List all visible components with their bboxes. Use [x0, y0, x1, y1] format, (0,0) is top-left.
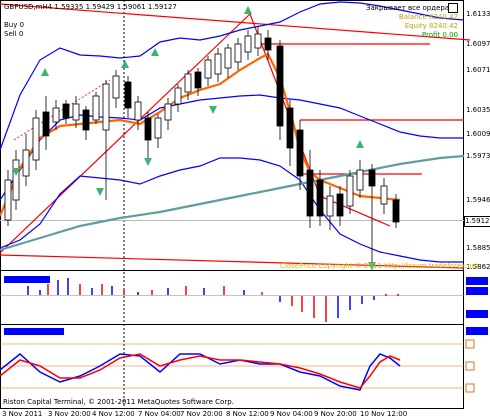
price-label: 1.60970 [466, 40, 490, 48]
time-label: 10 Nov 12:00 [360, 410, 408, 418]
terminal-footer: Riston Capital Terminal, © 2001-2011 Met… [3, 398, 234, 406]
time-label: 9 Nov 20:00 [314, 410, 357, 418]
time-label: 4 Nov 12:00 [92, 410, 135, 418]
symbol-info: GBPUSD,mH4 1.59335 1.59429 1.59061 1.591… [4, 3, 177, 11]
time-label: 3 Nov 20:00 [48, 410, 91, 418]
price-label: 1.58855 [466, 244, 490, 252]
bollinger-upper [0, 1, 465, 151]
close-all-orders-label: Закрывает все ордера [366, 4, 450, 12]
slow-moving-average [0, 154, 465, 252]
price-label: 1.60715 [466, 66, 490, 74]
profit-value: Profit 0.00 [421, 31, 458, 39]
trendline-top [0, 3, 471, 41]
current-price-tag: 1.59127 [464, 216, 490, 227]
trendline-dotted [13, 79, 111, 141]
close-all-orders-button[interactable] [448, 3, 458, 13]
time-label: 7 Nov 20:00 [180, 410, 223, 418]
equity-value: Equity 8240.42 [404, 22, 458, 30]
time-label: 3 Nov 2011 [2, 410, 43, 418]
macd-histogram [0, 276, 488, 322]
balance-value: Balance 8240.42 [398, 13, 458, 21]
price-label: 1.59465 [466, 196, 490, 204]
bollinger-middle [0, 94, 464, 201]
price-label: 1.61335 [466, 10, 490, 18]
buy-count: Buy 0 [4, 21, 25, 29]
time-label: 7 Nov 04:00 [138, 410, 181, 418]
candlesticks [4, 26, 400, 270]
trendline-channel [0, 12, 391, 254]
chart-frame [0, 0, 464, 409]
sell-count: Sell 0 [4, 30, 24, 38]
price-label: 1.60350 [466, 106, 490, 114]
price-label: 1.58620 [466, 263, 490, 271]
time-label: 8 Nov 12:00 [226, 410, 269, 418]
trendline-bottom [0, 254, 465, 269]
indicator-copyright: ClosePrice Copyright © 2011 http://forum… [280, 262, 479, 270]
price-label: 1.59730 [466, 152, 490, 160]
bollinger-lower [0, 157, 464, 263]
price-label: 1.60095 [466, 130, 490, 138]
stochastic-panel [0, 327, 488, 393]
fractal-arrows [12, 6, 376, 270]
time-label: 9 Nov 04:00 [270, 410, 313, 418]
